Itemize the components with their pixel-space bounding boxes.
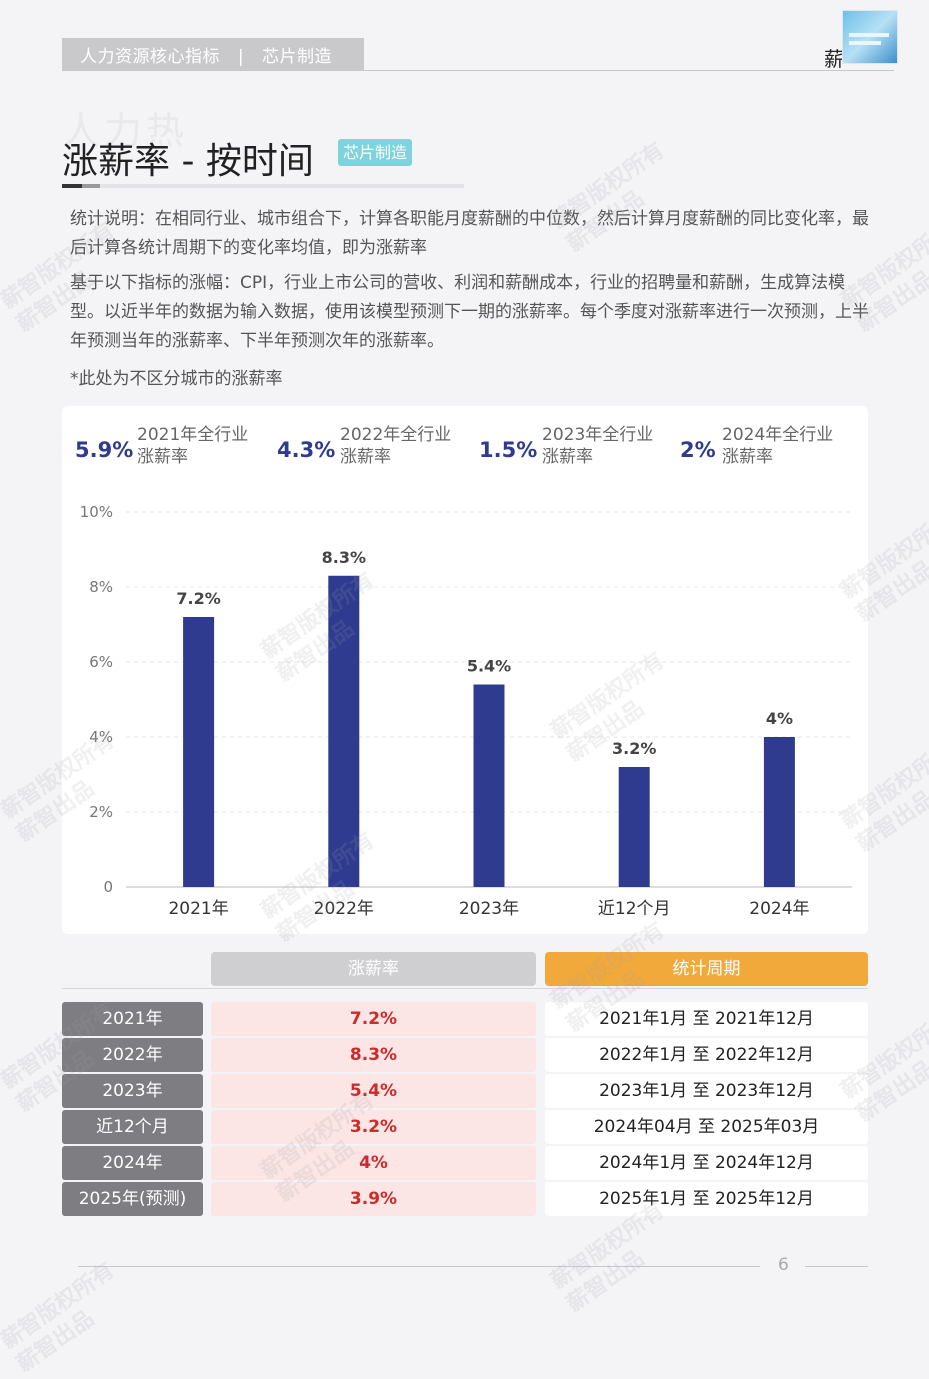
model-description: 基于以下指标的涨幅：CPI，行业上市公司的营收、利润和薪酬成本，行业的招聘量和薪… [70,273,869,351]
kpi-value: 2% [680,438,716,462]
city-note: *此处为不区分城市的涨薪率 [70,369,283,389]
header-industry: 芯片制造 [262,47,333,67]
row-rate: 7.2% [211,1002,536,1036]
header-separator: | [237,47,245,67]
table-row: 2021年 7.2% 2021年1月 至 2021年12月 [62,1002,868,1036]
kpi-label: 2022年全行业 [340,425,452,445]
row-rate: 3.9% [211,1182,536,1216]
footer-divider-left [78,1266,760,1267]
brand-text: 薪 [824,47,844,71]
table-row: 2024年 4% 2024年1月 至 2024年12月 [62,1146,868,1180]
salary-increase-bar-chart: 0 2% 4% 6% 8% 10% 7.2% 2021年 8.3% 2022年 5.4% 2023年 3… [80,503,852,919]
stat-description: 统计说明：在相同行业、城市组合下，计算各职能月度薪酬的中位数，然后计算月度薪酬的… [70,209,869,258]
table-row: 2023年 5.4% 2023年1月 至 2023年12月 [62,1074,868,1108]
chart-card: 5.9% 2021年全行业 涨薪率 4.3% 2022年全行业 涨薪率 1.5%… [62,406,868,934]
row-rate: 3.2% [211,1110,536,1144]
x-tick-label: 近12个月 [598,899,671,919]
report-cover-thumbnail [842,10,898,64]
table-row: 2022年 8.3% 2022年1月 至 2022年12月 [62,1038,868,1072]
table-header-rate: 涨薪率 [211,952,536,986]
bar-value-label: 4% [766,709,793,728]
footer-divider-right [805,1266,868,1267]
industry-tag: 芯片制造 [338,139,413,166]
title-underline [62,184,464,188]
kpi-value: 5.9% [75,438,134,462]
y-tick-label: 8% [89,578,113,596]
y-tick-label: 10% [80,503,113,521]
row-rate: 4% [211,1146,536,1180]
row-label: 近12个月 [62,1110,203,1144]
header-divider [62,70,894,71]
page-number: 6 [778,1255,789,1275]
kpi-label: 2024年全行业 [722,425,834,445]
y-tick-label: 2% [89,803,113,821]
row-label: 2021年 [62,1002,203,1036]
row-label: 2025年(预测) [62,1182,203,1216]
y-tick-label: 4% [89,728,113,746]
kpi-sublabel: 涨薪率 [542,447,593,467]
kpi-label: 2023年全行业 [542,425,654,445]
row-period: 2023年1月 至 2023年12月 [545,1074,868,1108]
table-row: 近12个月 3.2% 2024年04月 至 2025年03月 [62,1110,868,1144]
row-rate: 5.4% [211,1074,536,1108]
kpi-value: 1.5% [479,438,538,462]
bar-value-label: 8.3% [322,548,366,567]
kpi-sublabel: 涨薪率 [722,447,773,467]
kpi-value: 4.3% [277,438,336,462]
row-rate: 8.3% [211,1038,536,1072]
row-period: 2025年1月 至 2025年12月 [545,1182,868,1216]
bar-value-label: 7.2% [176,589,220,608]
row-label: 2024年 [62,1146,203,1180]
row-label: 2022年 [62,1038,203,1072]
row-period: 2022年1月 至 2022年12月 [545,1038,868,1072]
kpi-sublabel: 涨薪率 [137,447,188,467]
bar-value-label: 3.2% [612,739,656,758]
x-tick-label: 2022年 [314,899,374,919]
bar [328,575,360,887]
x-tick-label: 2023年 [459,899,519,919]
bar [473,684,505,887]
table-row: 2025年(预测) 3.9% 2025年1月 至 2025年12月 [62,1182,868,1216]
x-tick-label: 2021年 [168,899,228,919]
kpi-label: 2021年全行业 [137,425,249,445]
header-breadcrumb: 人力资源核心指标 | 芯片制造 [80,42,332,67]
row-period: 2024年04月 至 2025年03月 [545,1110,868,1144]
header-bar [62,38,364,70]
y-tick-label: 0 [103,878,113,896]
bar-value-label: 5.4% [467,657,511,676]
bar [763,737,795,887]
row-period: 2021年1月 至 2021年12月 [545,1002,868,1036]
table-header-period: 统计周期 [545,952,868,986]
row-label: 2023年 [62,1074,203,1108]
row-period: 2024年1月 至 2024年12月 [545,1146,868,1180]
y-tick-label: 6% [89,653,113,671]
x-tick-label: 2024年 [749,899,809,919]
watermark: 薪智版权所有薪智出品 [0,1258,119,1378]
table-header-divider [62,988,868,989]
ghost-title: 人力热 [62,109,189,153]
page-title: 涨薪率 - 按时间 [62,141,314,182]
kpi-sublabel: 涨薪率 [340,447,391,467]
bar [618,767,650,887]
bar [183,617,215,887]
header-section: 人力资源核心指标 [80,47,220,67]
